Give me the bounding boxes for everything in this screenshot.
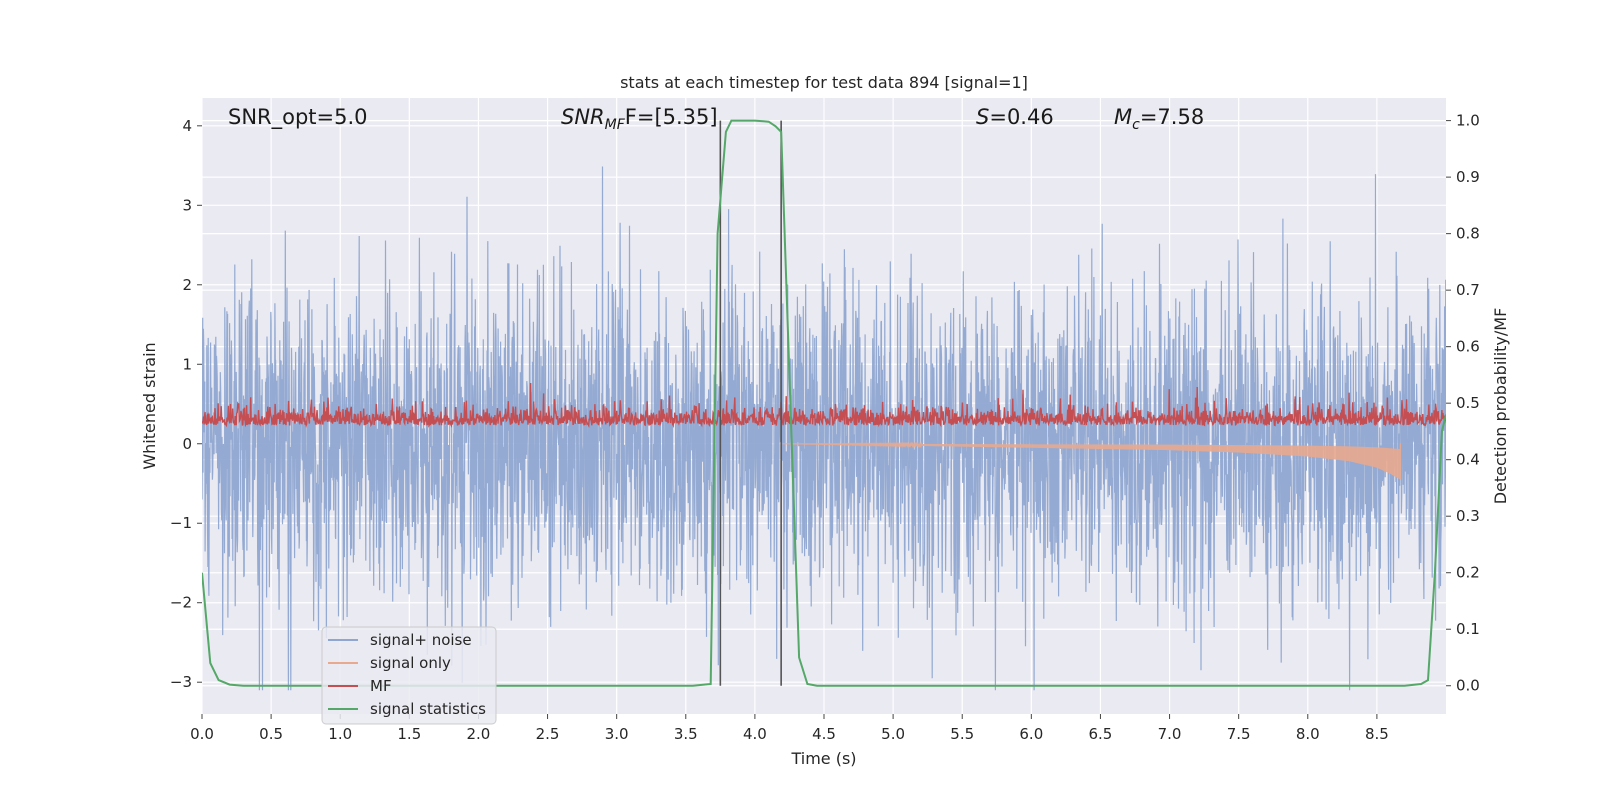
x-tick-label-12: 6.0 (1019, 725, 1043, 743)
x-tick-label-4: 2.0 (467, 725, 491, 743)
yl-tick-label-7: 4 (182, 117, 192, 135)
x-axis-ticks: 0.0 0.5 1.0 1.5 2.0 2.5 3.0 3.5 4.0 4.5 5.0 5.5 6.0 6… (190, 714, 1389, 743)
x-tick-label-1: 0.5 (259, 725, 283, 743)
annotation-s-rest: =0.46 (989, 105, 1053, 129)
yr-tick-label-5: 0.5 (1456, 394, 1480, 412)
mf-line (202, 382, 1446, 429)
annotation-mc-sub: c (1132, 117, 1140, 133)
yr-tick-label-4: 0.4 (1456, 451, 1480, 469)
legend-box (321, 626, 497, 725)
x-axis-label: Time (s) (790, 749, 856, 768)
x-tick-label-15: 7.5 (1227, 725, 1251, 743)
x-tick-label-10: 5.0 (881, 725, 905, 743)
y-left-axis-ticks: −3 −2 −1 0 1 2 3 4 (170, 117, 202, 691)
x-tick-label-0: 0.0 (190, 725, 214, 743)
annotation-snr-mf-rest: F=[5.35] (625, 105, 718, 129)
series-signal-plus-noise (202, 166, 1446, 691)
yr-tick-label-10: 1.0 (1456, 112, 1480, 130)
yr-tick-label-3: 0.3 (1456, 507, 1480, 525)
annotation-snr-mf-main: SNR (561, 105, 605, 129)
yl-tick-label-3: 0 (182, 435, 192, 453)
yr-tick-label-9: 0.9 (1456, 168, 1480, 186)
yr-tick-label-7: 0.7 (1456, 281, 1480, 299)
annotation-snr-opt: SNR_opt=5.0 (228, 105, 368, 130)
x-tick-label-5: 2.5 (536, 725, 560, 743)
vertical-markers (719, 120, 782, 686)
yr-tick-label-1: 0.1 (1456, 620, 1480, 638)
x-tick-label-2: 1.0 (328, 725, 352, 743)
x-tick-label-7: 3.5 (674, 725, 698, 743)
yl-tick-label-5: 2 (182, 276, 192, 294)
x-tick-label-16: 8.0 (1296, 725, 1320, 743)
x-tick-label-8: 4.0 (743, 725, 767, 743)
annotation-mc: Mc=7.58 (1114, 105, 1204, 133)
series-signal-only (782, 441, 1402, 480)
yr-tick-label-6: 0.6 (1456, 338, 1480, 356)
x-tick-label-3: 1.5 (397, 725, 421, 743)
legend-label-mf: MF (370, 677, 392, 695)
annotation-s-main: S (976, 105, 989, 129)
annotation-snr-mf-sub: MF (605, 117, 626, 133)
signal-plus-noise-line (202, 166, 1446, 691)
legend-label-signal-plus-noise: signal+ noise (370, 631, 472, 649)
chart-title: stats at each timestep for test data 894… (620, 73, 1028, 92)
series-mf (202, 382, 1446, 429)
x-tick-label-6: 3.0 (605, 725, 629, 743)
yl-tick-label-1: −2 (170, 594, 192, 612)
annotation-mc-rest: =7.58 (1140, 105, 1204, 129)
x-tick-label-13: 6.5 (1089, 725, 1113, 743)
legend: signal+ noise signal only MF signal stat… (321, 626, 497, 725)
signal-only-line (782, 441, 1402, 480)
legend-label-signal-only: signal only (370, 654, 451, 672)
yl-tick-label-0: −3 (170, 673, 192, 691)
yl-tick-label-4: 1 (182, 355, 192, 373)
yr-tick-label-0: 0.0 (1456, 677, 1480, 695)
x-tick-label-9: 4.5 (812, 725, 836, 743)
yl-tick-label-2: −1 (170, 514, 192, 532)
x-tick-label-17: 8.5 (1365, 725, 1389, 743)
y-left-axis-label: Whitened strain (140, 342, 159, 469)
x-tick-label-14: 7.0 (1158, 725, 1182, 743)
annotation-s: S=0.46 (976, 105, 1054, 129)
yl-tick-label-6: 3 (182, 196, 192, 214)
yr-tick-label-8: 0.8 (1456, 225, 1480, 243)
yr-tick-label-2: 0.2 (1456, 564, 1480, 582)
legend-label-signal-statistics: signal statistics (370, 700, 486, 718)
annotation-snr-mf: SNRMFF=[5.35] (561, 105, 718, 133)
x-tick-label-11: 5.5 (950, 725, 974, 743)
y-right-axis-label: Detection probability/MF (1491, 308, 1510, 505)
y-right-axis-ticks: 0.0 0.1 0.2 0.3 0.4 0.5 0.6 0.7 0.8 0.9 1.0 (1446, 112, 1480, 695)
annotation-mc-main: M (1114, 105, 1132, 129)
